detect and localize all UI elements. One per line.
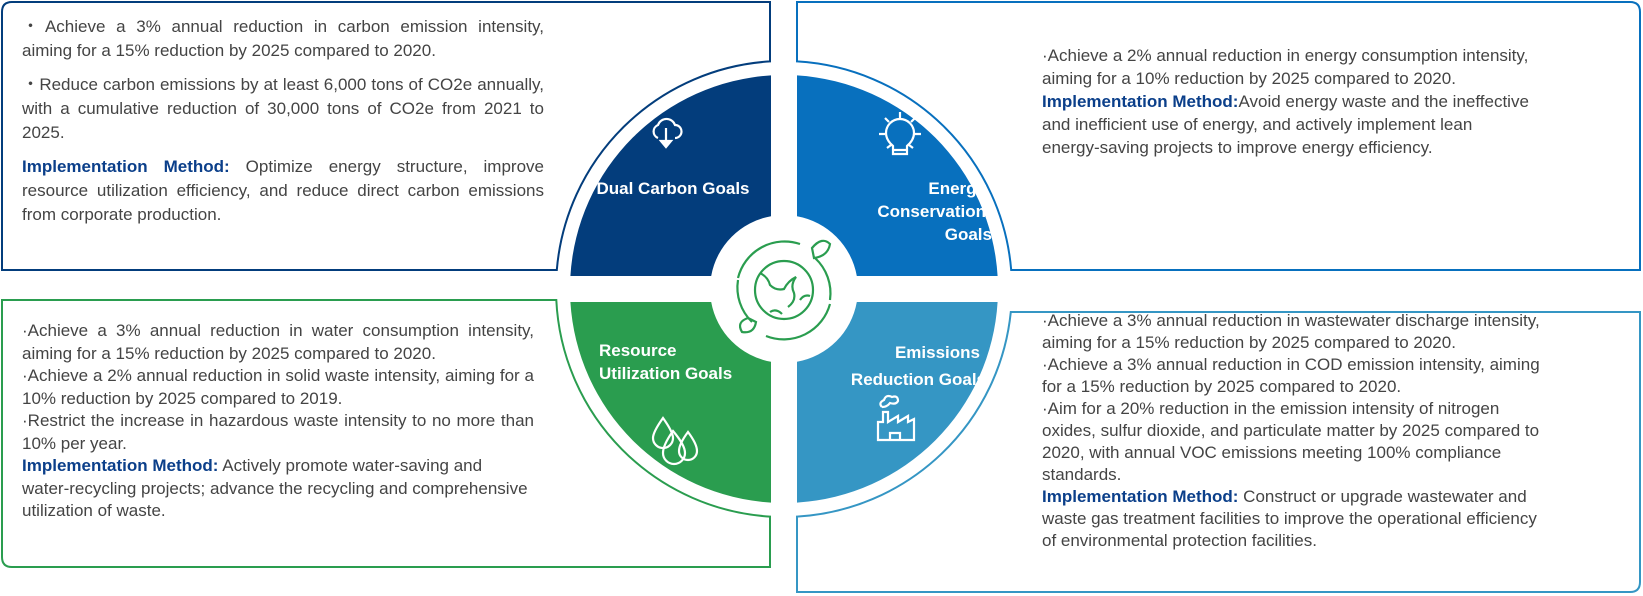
implementation-text: Actively promote water-saving and water-… (22, 456, 528, 520)
implementation-text: Avoid energy waste and the ineffective a… (1042, 92, 1529, 157)
bullet: ·Achieve a 2% annual reduction in energy… (1042, 46, 1529, 88)
resource-text: ·Achieve a 3% annual reduction in water … (22, 320, 534, 523)
dual-carbon-box (1, 1, 771, 271)
implementation-method: Implementation Method: Construct or upgr… (1042, 486, 1542, 552)
implementation-label: Implementation Method: (22, 157, 230, 176)
emissions-title-line: Reduction Goals (850, 370, 986, 389)
resource-title: Resource Utilization Goals (599, 339, 769, 385)
resource-title-line: Utilization Goals (599, 364, 733, 383)
energy-text: ·Achieve a 2% annual reduction in energy… (1042, 44, 1532, 159)
dual-carbon-title: Dual Carbon Goals (596, 179, 750, 198)
bullet: ·Achieve a 3% annual reduction in wastew… (1042, 311, 1540, 352)
energy-title: Energy Conservation Goals (840, 177, 992, 246)
cloud-download-icon (652, 117, 683, 149)
bullet: ·Achieve a 3% annual reduction in COD em… (1042, 355, 1540, 396)
bullet: ・Achieve a 3% annual reduction in carbon… (22, 17, 544, 60)
resource-box (1, 299, 771, 568)
implementation-label: Implementation Method: (1042, 487, 1239, 506)
bullet: ·Aim for a 20% reduction in the emission… (1042, 399, 1540, 484)
emissions-box (796, 311, 1641, 593)
factory-icon (876, 394, 916, 442)
dual-carbon-quadrant (570, 75, 771, 277)
dual-carbon-text: ・Achieve a 3% annual reduction in carbon… (22, 15, 544, 227)
energy-title-line: Goals (944, 225, 992, 244)
energy-box (796, 1, 1641, 271)
bullet: ·Achieve a 2% annual reduction in solid … (22, 366, 534, 408)
implementation-text: Optimize energy structure, improve resou… (22, 157, 544, 224)
implementation-method: Implementation Method: Optimize energy s… (22, 155, 544, 227)
globe-recycle-icon (736, 239, 832, 341)
implementation-label: Implementation Method: (1042, 92, 1239, 111)
emissions-title: Emissions Reduction Goals (820, 339, 986, 393)
energy-title-line: Conservation (877, 202, 986, 221)
resource-quadrant (570, 302, 771, 503)
implementation-method: Implementation Method: Actively promote … (22, 455, 534, 523)
water-drops-icon (651, 416, 699, 466)
bullet: ·Achieve a 3% annual reduction in water … (22, 321, 534, 363)
emissions-title-line: Emissions (894, 343, 980, 362)
emissions-text: ·Achieve a 3% annual reduction in wastew… (1042, 310, 1542, 552)
bullet: ・Reduce carbon emissions by at least 6,0… (22, 75, 544, 142)
implementation-method: Implementation Method:Avoid energy waste… (1042, 90, 1532, 159)
implementation-label: Implementation Method: (22, 456, 219, 475)
resource-title-line: Resource (599, 341, 677, 360)
energy-quadrant (797, 75, 998, 277)
energy-title-line: Energy (928, 179, 986, 198)
bullet: ·Restrict the increase in hazardous wast… (22, 411, 534, 453)
lightbulb-icon (879, 112, 921, 156)
implementation-text: Construct or upgrade wastewater and wast… (1042, 487, 1537, 550)
